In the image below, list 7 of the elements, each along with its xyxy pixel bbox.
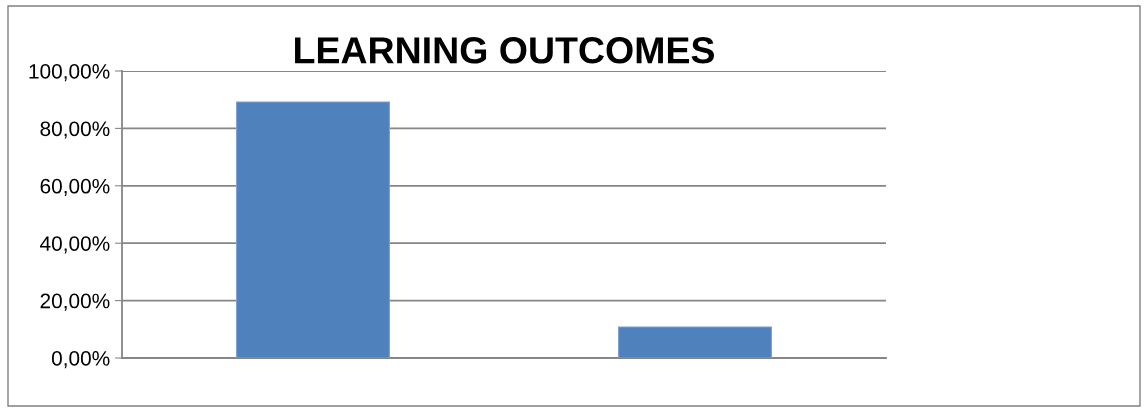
y-tick-label: 60,00% [40,178,110,197]
y-tick-label: 0,00% [51,351,110,369]
y-tick-label: 40,00% [40,236,110,254]
y-tick-label: 20,00% [40,293,110,311]
y-tick-label: 100,00% [29,64,110,82]
y-tick-label: 80,00% [40,121,110,139]
chart-title: LEARNING OUTCOMES [295,37,714,64]
